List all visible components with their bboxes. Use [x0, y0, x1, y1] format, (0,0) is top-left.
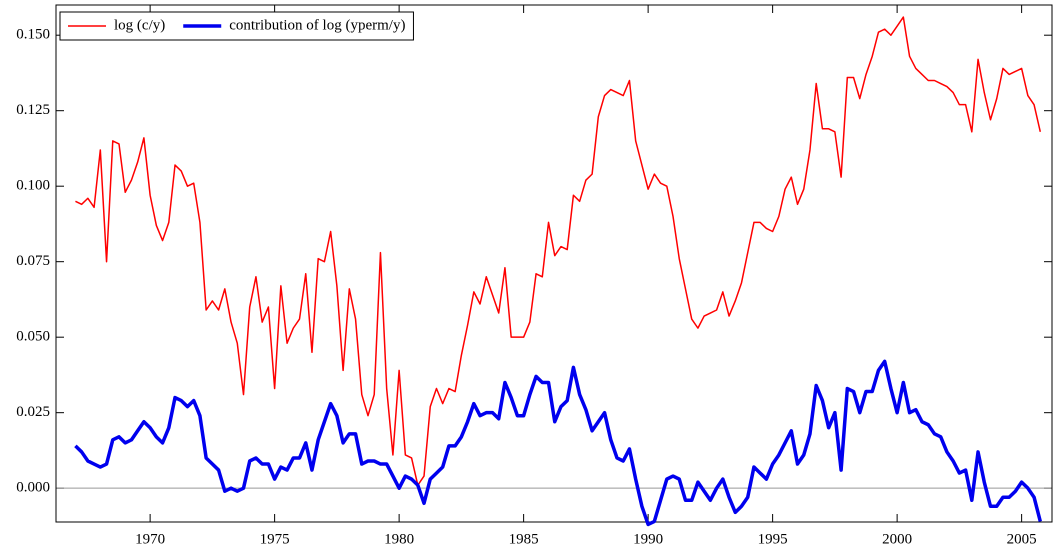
y-tick-label: 0.075 [16, 253, 50, 269]
x-tick-label: 1985 [509, 531, 539, 547]
legend-label: log (c/y) [114, 17, 165, 33]
plot-frame [55, 4, 1053, 523]
x-tick-label: 1990 [633, 531, 663, 547]
legend-box [59, 11, 414, 41]
y-tick-label: 0.025 [16, 404, 50, 420]
series-line [75, 16, 1042, 486]
y-tick-label: 0.100 [16, 178, 50, 194]
x-tick-label: 1970 [135, 531, 165, 547]
x-tick-label: 2000 [882, 531, 912, 547]
series-line [74, 359, 1042, 527]
legend-label: contribution of log (yperm/y) [229, 17, 405, 33]
y-tick-label: 0.125 [16, 102, 50, 118]
x-tick-label: 1975 [260, 531, 290, 547]
x-tick-label: 1980 [384, 531, 414, 547]
x-tick-label: 1995 [758, 531, 788, 547]
y-tick-label: 0.050 [16, 329, 50, 345]
x-tick-label: 2005 [1007, 531, 1037, 547]
y-tick-label: 0.150 [16, 27, 50, 43]
y-tick-label: 0.000 [16, 480, 50, 496]
